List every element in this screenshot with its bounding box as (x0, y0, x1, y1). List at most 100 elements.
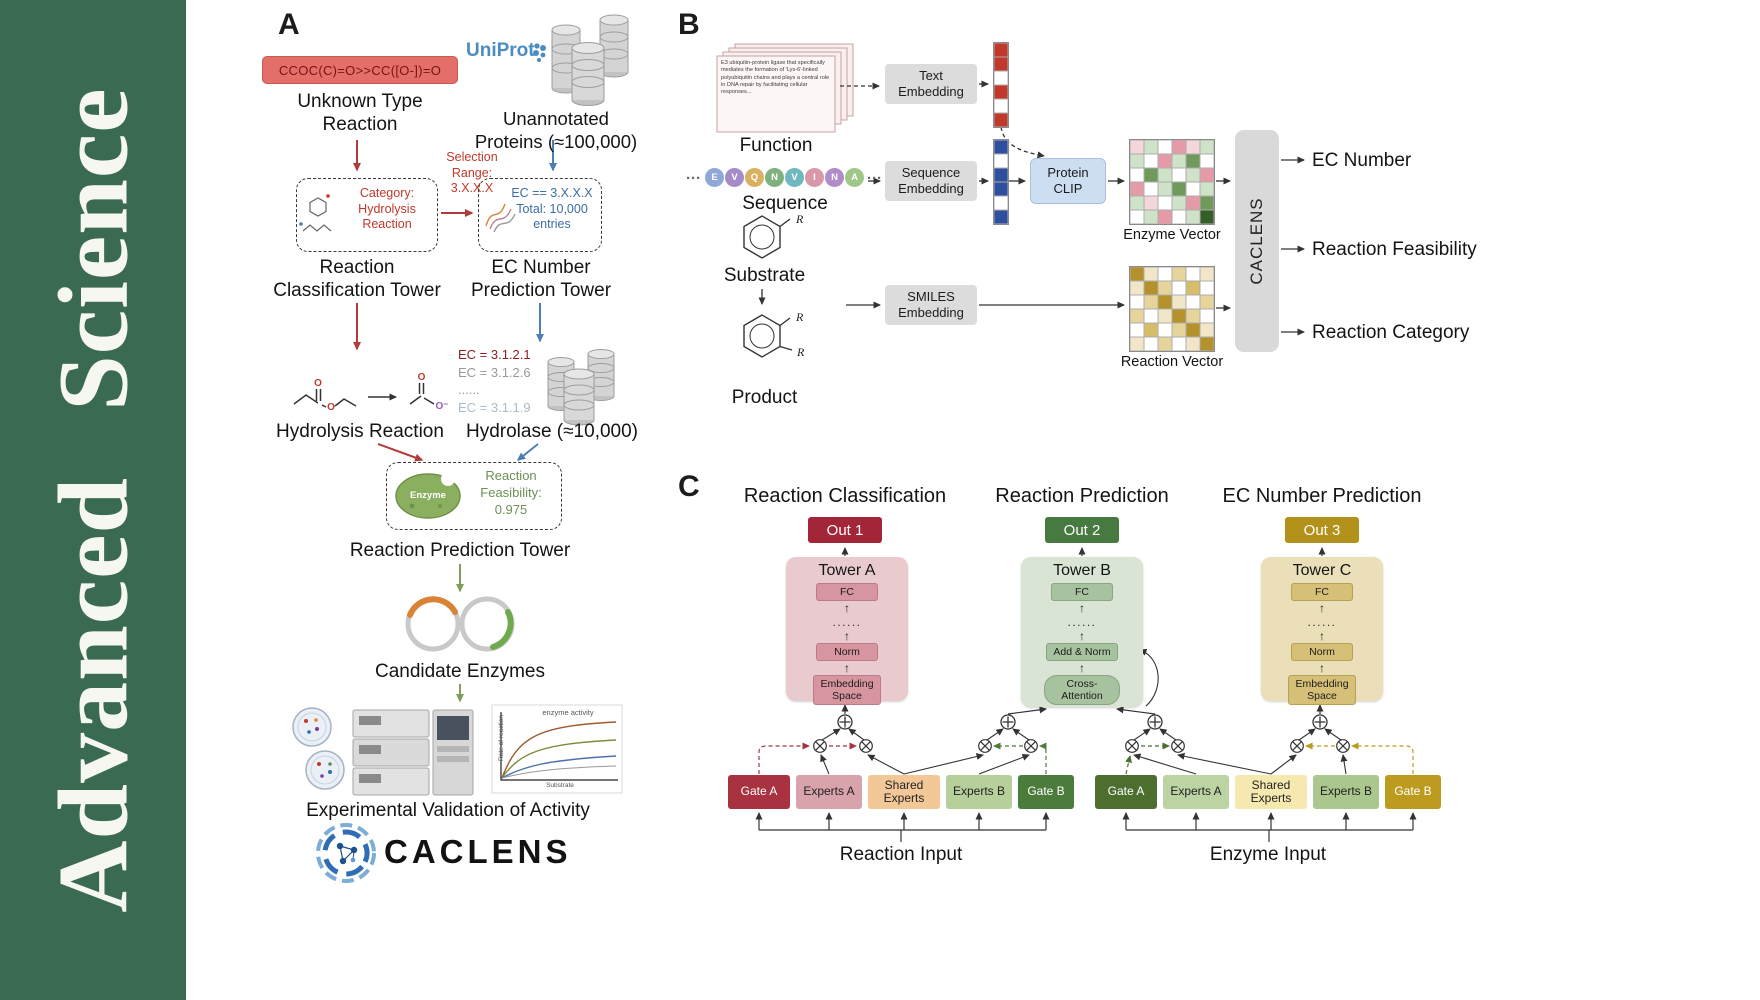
atom-label-o: O (418, 372, 426, 383)
up-arrow-icon: ↑ (1319, 601, 1325, 616)
reaction-vector-label: Reaction Vector (1120, 354, 1224, 370)
matrix-cell (994, 182, 1008, 196)
matrix-cell (1144, 281, 1158, 295)
matrix-cell (1200, 182, 1214, 196)
matrix-cell (1186, 281, 1200, 295)
tower-block: FC (816, 583, 878, 602)
expert-box: Shared Experts (1235, 775, 1307, 809)
up-arrow-icon: ↑ (844, 601, 850, 616)
plot-x-axis-label: Substrate (546, 782, 574, 789)
matrix-cell (994, 154, 1008, 168)
matrix-cell (1130, 309, 1144, 323)
expert-box: Gate B (1018, 775, 1074, 809)
tower-stack: FC ↑...... ↑ Norm ↑ Embedding Space (1288, 583, 1356, 706)
r-group-label: R (796, 345, 805, 359)
sequence-residue: N (765, 168, 784, 187)
ec-list: EC = 3.1.2.1 EC = 3.1.2.6...... EC = 3.1.1… (458, 346, 531, 416)
matrix-cell (1130, 182, 1144, 196)
hplc-instrument-icon (352, 709, 474, 796)
tower-name: Tower B (1053, 562, 1111, 579)
matrix-cell (994, 196, 1008, 210)
matrix-cell (1200, 337, 1214, 351)
matrix-cell (1200, 323, 1214, 337)
matrix-cell (1172, 182, 1186, 196)
sample-dishes-icon (292, 707, 345, 790)
ec-list-item: EC = 3.1.2.6 (458, 364, 531, 380)
matrix-cell (1130, 281, 1144, 295)
matrix-cell (1200, 196, 1214, 210)
matrix-cell (1200, 267, 1214, 281)
hydrolysis-structures-icon (293, 383, 435, 408)
matrix-cell (1158, 337, 1172, 351)
matrix-cell (1172, 168, 1186, 182)
matrix-cell (1186, 323, 1200, 337)
matrix-cell (1200, 309, 1214, 323)
matrix-cell (1172, 140, 1186, 154)
tower-block: Embedding Space (1288, 675, 1356, 706)
tower-b: Tower B FC ↑...... ↑ Add & Norm ↑ Cross- Atten… (1021, 557, 1143, 707)
output-reaction-feasibility: Reaction Feasibility (1312, 239, 1477, 260)
up-arrow-icon: ↑ (844, 661, 850, 676)
tower-block: Norm (1291, 643, 1353, 662)
matrix-cell (1130, 295, 1144, 309)
expert-box: Gate A (1095, 775, 1157, 809)
matrix-cell (1186, 337, 1200, 351)
uniprot-logo: UniProt (466, 40, 535, 61)
matrix-cell (1186, 210, 1200, 224)
matrix-cell (1130, 210, 1144, 224)
matrix-cell (1130, 196, 1144, 210)
sequence-label: Sequence (742, 193, 828, 214)
matrix-cell (994, 210, 1008, 224)
atom-label-o: O (314, 378, 322, 389)
reaction-input-label: Reaction Input (839, 844, 963, 865)
matrix-cell (1200, 140, 1214, 154)
matrix-cell (1130, 337, 1144, 351)
text-embedding-box: Text Embedding (885, 64, 977, 104)
matrix-cell (1186, 196, 1200, 210)
matrix-cell (994, 113, 1008, 127)
reaction-classification-box (296, 178, 438, 252)
sequence-residue: E (705, 168, 724, 187)
hydrolase-label: Hydrolase (≈10,000) (465, 421, 638, 442)
matrix-cell (1186, 140, 1200, 154)
matrix-cell (994, 99, 1008, 113)
hydrolase-database-icon (547, 349, 615, 426)
matrix-cell (1144, 267, 1158, 281)
ec-number-tower-label: EC Number Prediction Tower (470, 257, 612, 302)
atom-label-o: O (327, 402, 335, 413)
matrix-cell (1200, 168, 1214, 182)
up-arrow-icon: ↑ (1319, 661, 1325, 676)
sequence-residue: N (825, 168, 844, 187)
panel-b-arrows (758, 80, 1305, 336)
matrix-cell (1144, 295, 1158, 309)
matrix-cell (1186, 295, 1200, 309)
uniprot-dots-icon (533, 43, 546, 62)
gate-connections (758, 742, 1414, 775)
tower-c: Tower C FC ↑...... ↑ Norm ↑ Embedding Space (1261, 557, 1383, 706)
out-2-box: Out 2 (1045, 517, 1119, 543)
ec-range-text: EC == 3.X.X.X Total: 10,000 entries (511, 186, 593, 232)
matrix-cell (1158, 281, 1172, 295)
enzyme-matrix (1129, 139, 1215, 225)
matrix-cell (1172, 267, 1186, 281)
matrix-cell (1200, 210, 1214, 224)
sequence-residue: V (725, 168, 744, 187)
out-3-box: Out 3 (1285, 517, 1359, 543)
function-papers-icon (716, 43, 854, 133)
ec-list-item: ...... (458, 382, 480, 398)
product-label: Product (731, 387, 798, 408)
matrix-cell (994, 57, 1008, 71)
matrix-cell (1144, 140, 1158, 154)
candidate-enzymes-label: Candidate Enzymes (374, 661, 546, 682)
smiles-reaction-box: CCOC(C)=O>>CC([O-])=O (262, 56, 458, 84)
tower-dots: ...... (832, 615, 862, 630)
matrix-cell (994, 168, 1008, 182)
matrix-cell (1186, 182, 1200, 196)
matrix-cell (1130, 323, 1144, 337)
ec-prediction-box (478, 178, 602, 252)
reaction-expert-group: Gate A Experts A Shared Experts Experts B Ga… (728, 775, 1074, 809)
ec-list-item: EC = 3.1.1.9 (458, 399, 531, 415)
ec-list-item: EC = 3.1.2.1 (458, 347, 531, 362)
